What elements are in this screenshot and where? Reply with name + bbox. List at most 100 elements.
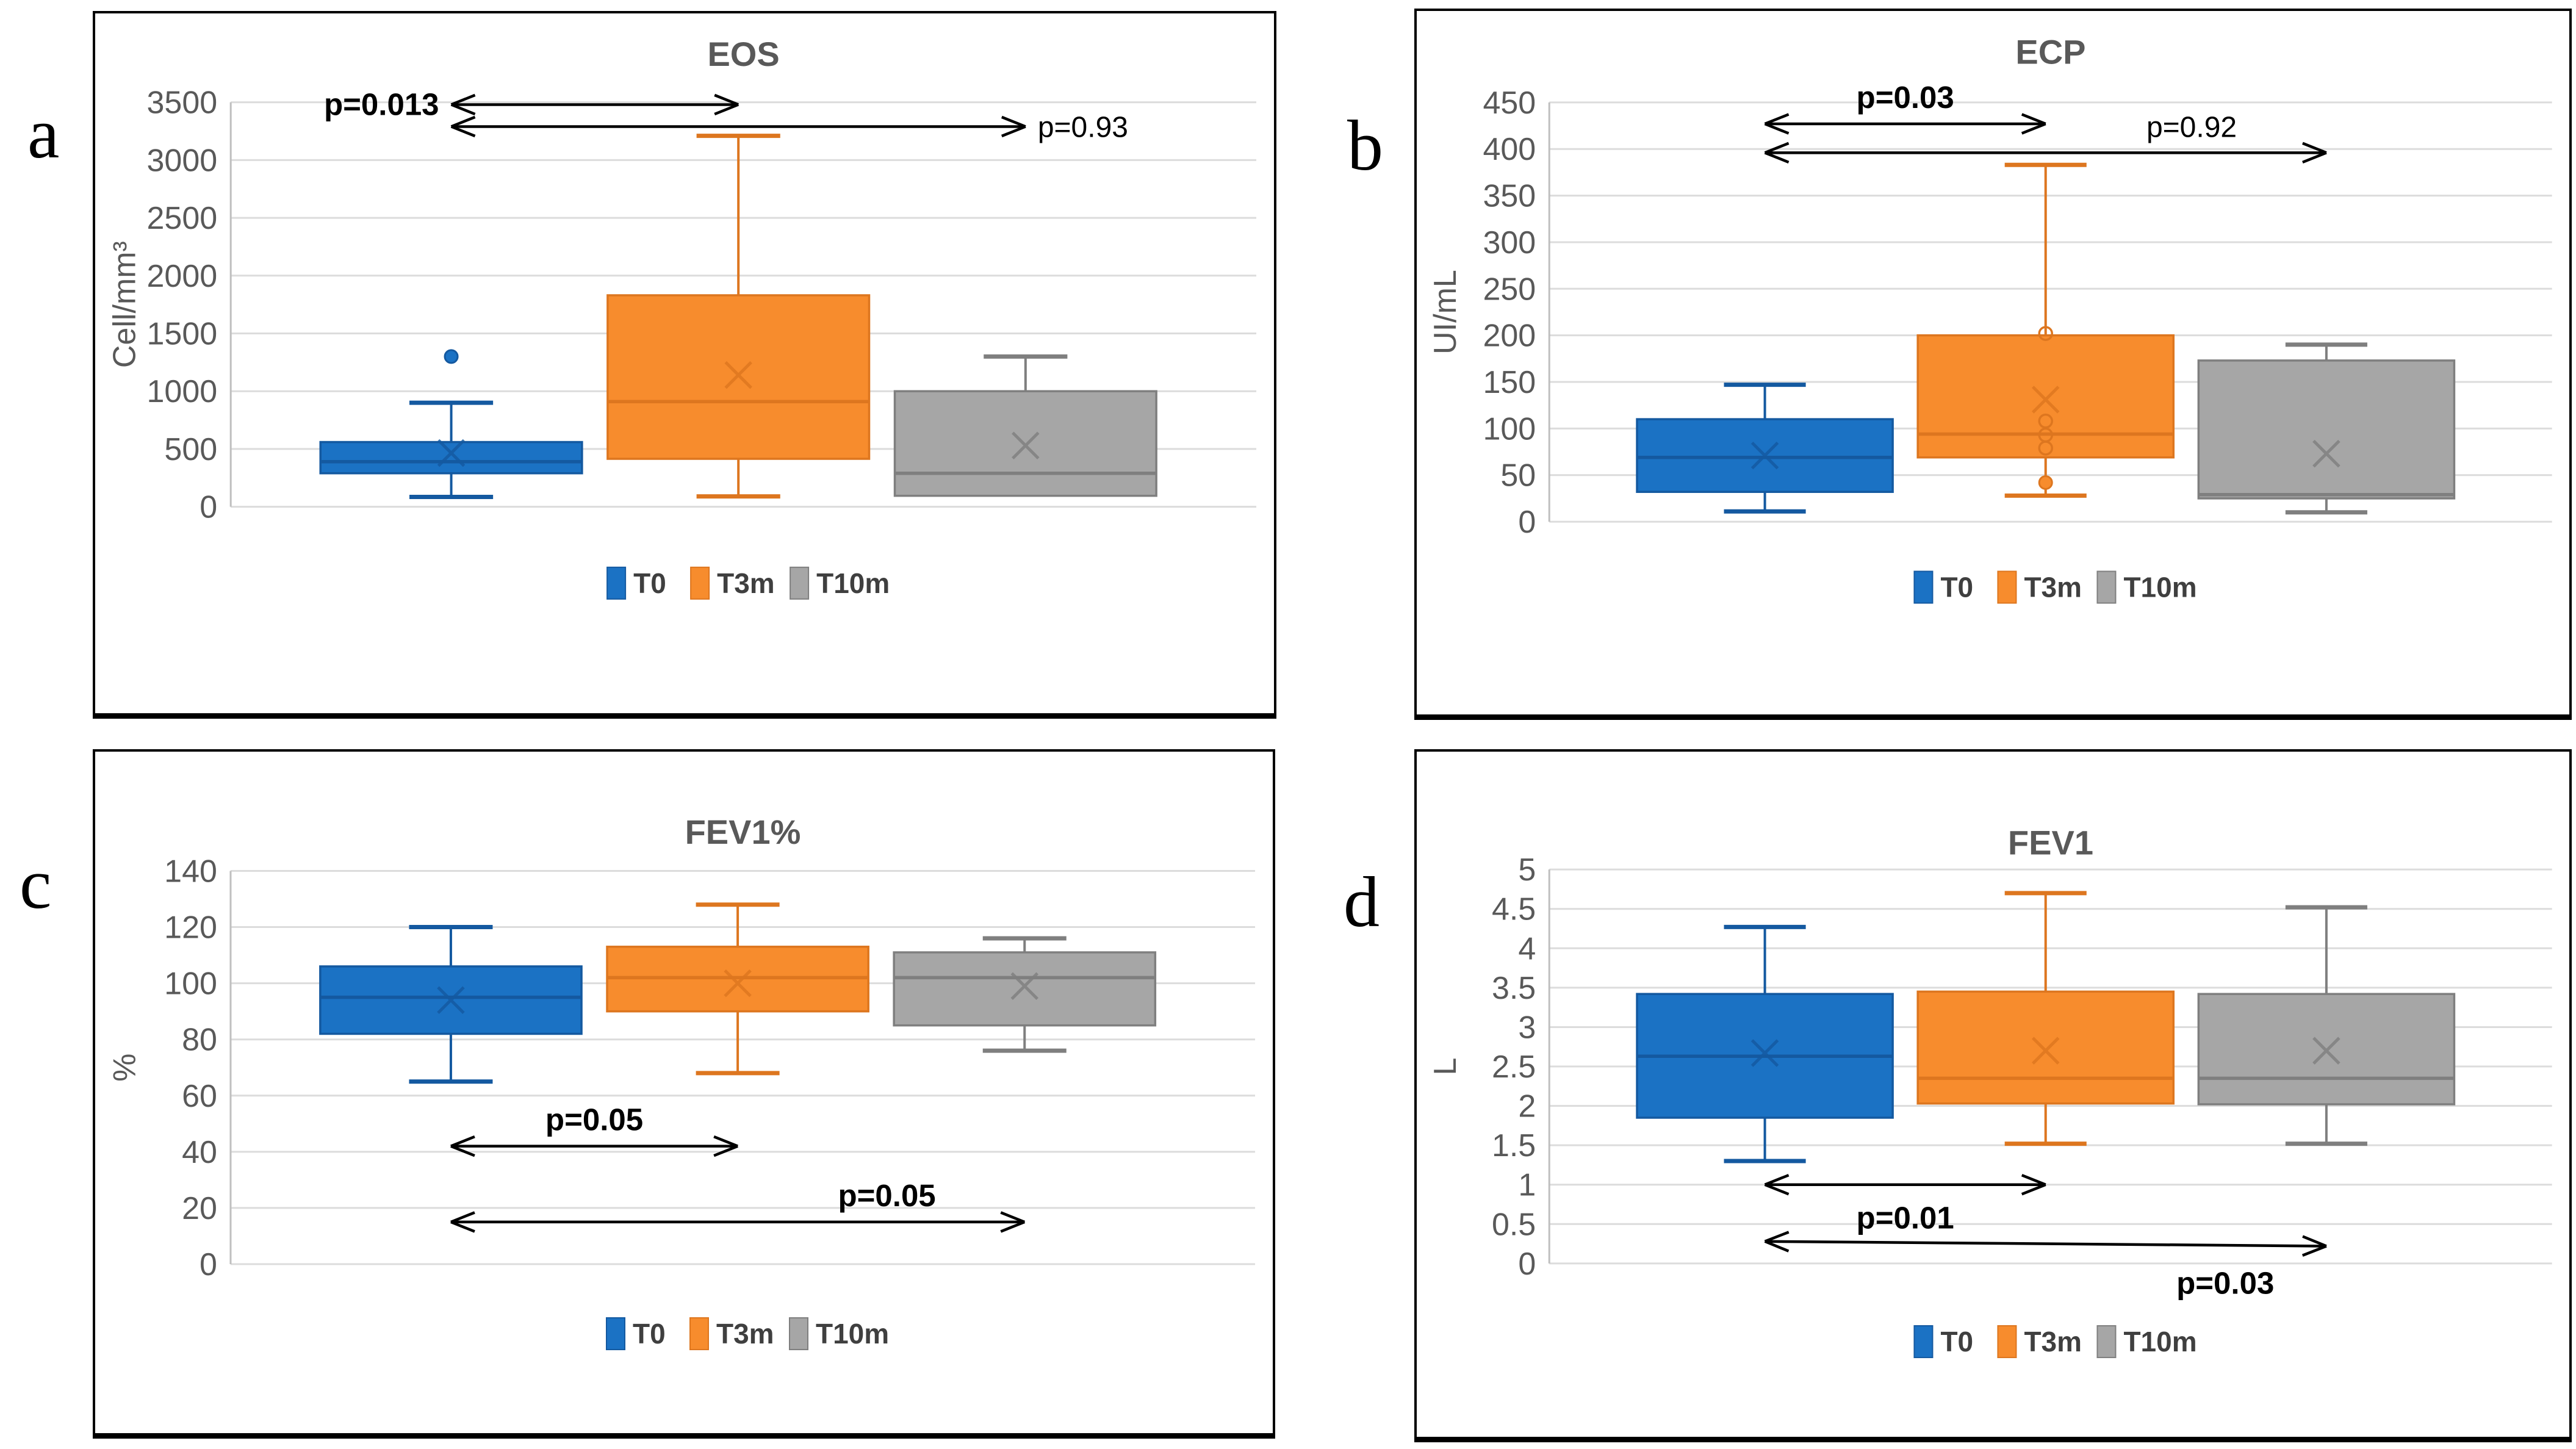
legend-swatch-T3m — [689, 1317, 709, 1351]
legend-label-T10m: T10m — [2123, 1326, 2196, 1357]
arrow-head — [2021, 1183, 2046, 1196]
box-series-T0 — [1636, 924, 1894, 1163]
y-tick-label: 200 — [1483, 318, 1536, 354]
annotation-p=0.01: p=0.01 — [1764, 1174, 2046, 1235]
arrow-head — [2021, 113, 2046, 126]
y-tick-label: 3.5 — [1492, 971, 1536, 1006]
box-series-T3m — [1916, 891, 2175, 1146]
legend-label-T0: T0 — [1940, 571, 1973, 603]
mean-marker — [724, 969, 752, 998]
legend-label-T3m: T3m — [2024, 1326, 2082, 1357]
annotation-p=0.93: p=0.93 — [450, 111, 1128, 143]
y-tick-label: 4.5 — [1492, 892, 1536, 927]
y-tick-label: 100 — [1483, 411, 1536, 447]
mean-marker — [437, 986, 465, 1015]
y-tick-label: 0 — [1518, 1246, 1536, 1282]
y-tick-label: 0 — [200, 490, 217, 525]
mean-x2 — [2312, 1037, 2340, 1065]
mean-x2 — [1012, 431, 1040, 460]
y-tick-label: 1000 — [146, 374, 217, 409]
panel-ecp: 0 50 100 150 200 250 300 350 400 450 ECP UI/mL p=0.0… — [1414, 9, 2572, 720]
arrow-head — [2302, 151, 2327, 164]
arrow-line — [1765, 1240, 2326, 1248]
arrow-head — [1001, 115, 1026, 128]
annotation-p=0.92: p=0.92 — [1764, 111, 2327, 164]
arrow-head — [1764, 122, 1790, 135]
box-series-T3m — [1916, 162, 2175, 498]
legend-label-T0: T0 — [1940, 1326, 1973, 1357]
y-tick-label: 2000 — [146, 259, 217, 294]
box-series-T10m — [893, 936, 1157, 1053]
legend-swatch-T10m — [2096, 570, 2117, 604]
boxplot-eos: 0 500 1000 1500 2000 2500 3000 3500 EOS Cell/mm³ p… — [107, 35, 1257, 600]
y-tick-label: 3000 — [146, 143, 217, 178]
box-series-T0 — [1636, 383, 1894, 514]
y-tick-label: 40 — [182, 1135, 217, 1170]
arrow-head — [714, 103, 739, 116]
p-value-label: p=0.03 — [1857, 80, 1954, 115]
chart-title: EOS — [707, 35, 779, 73]
chart-title-text: FEV1% — [685, 813, 801, 851]
arrow-head — [450, 115, 476, 128]
y-tick-label: 5 — [1518, 852, 1536, 888]
p-value-label: p=0.01 — [1857, 1201, 1954, 1235]
arrow-head — [1764, 113, 1790, 126]
arrow-head — [713, 1145, 738, 1157]
legend-label-T3m: T3m — [2024, 571, 2082, 603]
mean-marker — [2031, 1037, 2060, 1065]
panel-letter-d: d — [1344, 862, 1380, 942]
mean-marker — [1012, 431, 1040, 460]
mean-marker — [1750, 1039, 1779, 1067]
chart-title-text: ECP — [2015, 32, 2085, 71]
y-tick-label: 1 — [1518, 1168, 1536, 1203]
legend-swatch-T10m — [2096, 1325, 2117, 1359]
mean-marker — [2312, 1037, 2340, 1065]
box-T10m — [2197, 359, 2456, 500]
legend-swatch-T0 — [1913, 1325, 1934, 1359]
box-series-T3m — [606, 902, 869, 1076]
box-T3m — [1916, 990, 2175, 1105]
chart-title: FEV1 — [2008, 823, 2093, 861]
p-value-label: p=0.03 — [2176, 1265, 2274, 1300]
p-value-label: p=0.92 — [2146, 111, 2237, 143]
arrow-head — [1001, 125, 1026, 138]
legend-label-T0: T0 — [633, 567, 666, 599]
arrow-head — [2301, 1245, 2327, 1257]
y-axis-label-text: UI/mL — [1428, 270, 1463, 354]
y-axis-label-text: Cell/mm³ — [107, 241, 143, 368]
mean-x2 — [724, 361, 752, 389]
annotation-p=0.013: p=0.013 — [324, 87, 739, 121]
y-tick-labels: 0 0.5 1 1.5 2 2.5 3 3.5 4 4.5 5 — [1492, 852, 1536, 1282]
y-tick-label: 0 — [1518, 505, 1536, 540]
y-tick-label: 0.5 — [1492, 1207, 1536, 1242]
y-tick-label: 300 — [1483, 225, 1536, 261]
arrow-head — [1764, 1174, 1790, 1186]
y-tick-label: 450 — [1483, 85, 1536, 121]
inner-point — [2038, 326, 2053, 341]
legend-label-T10m: T10m — [816, 1318, 889, 1350]
outlier-point — [444, 349, 459, 364]
y-tick-label: 4 — [1518, 931, 1536, 966]
legend-label-T3m: T3m — [716, 1318, 774, 1350]
legend-swatch-T3m — [690, 566, 710, 600]
y-axis-label-text: % — [107, 1054, 143, 1082]
box-series-T10m — [893, 354, 1157, 497]
y-axis-label: % — [107, 1054, 143, 1082]
panel-eos: 0 500 1000 1500 2000 2500 3000 3500 EOS Cell/mm³ p… — [93, 11, 1276, 719]
arrow-head — [1000, 1211, 1026, 1224]
box-series-T10m — [2197, 905, 2456, 1146]
mean-x2 — [2312, 439, 2340, 468]
gridlines — [230, 869, 1256, 1265]
legend-label-T0: T0 — [633, 1318, 666, 1350]
arrow-head — [2021, 1174, 2046, 1186]
legend-swatch-T0 — [606, 566, 627, 600]
chart-title-text: FEV1 — [2008, 823, 2093, 861]
legend-swatch-T10m — [789, 1317, 808, 1351]
mean-x2 — [1750, 441, 1779, 470]
outlier-point — [2038, 475, 2053, 490]
p-value-label: p=0.93 — [1038, 111, 1128, 143]
arrow-head — [2302, 142, 2327, 154]
boxplot-fev1pct: 0 20 40 60 80 100 120 140 FEV1%% p=0.05 p=0.05 T0 T3… — [107, 813, 1256, 1351]
y-tick-label: 20 — [182, 1191, 217, 1226]
